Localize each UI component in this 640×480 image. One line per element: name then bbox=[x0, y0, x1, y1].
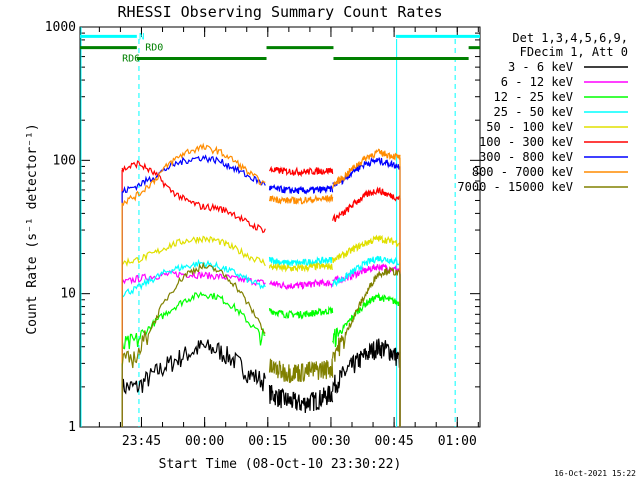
y-tick-label: 1000 bbox=[45, 20, 76, 35]
y-tick-label: 1 bbox=[68, 420, 76, 435]
legend-label: 100 - 300 keV bbox=[479, 135, 573, 149]
legend-label: 6 - 12 keV bbox=[501, 75, 573, 89]
legend-label: 300 - 800 keV bbox=[479, 150, 573, 164]
x-tick-label: 23:45 bbox=[122, 434, 161, 449]
x-tick-label: 00:45 bbox=[375, 434, 414, 449]
series-line bbox=[121, 255, 401, 427]
chart-title: RHESSI Observing Summary Count Rates bbox=[117, 3, 442, 21]
series-line bbox=[121, 263, 401, 427]
series-line bbox=[121, 291, 401, 427]
series-line bbox=[121, 154, 401, 427]
legend-label: 25 - 50 keV bbox=[494, 105, 573, 119]
series-line bbox=[121, 142, 401, 427]
legend-label: 800 - 7000 keV bbox=[472, 165, 573, 179]
series-line bbox=[121, 234, 401, 427]
x-tick-label: 01:00 bbox=[438, 434, 477, 449]
legend-label: 3 - 6 keV bbox=[508, 60, 573, 74]
plot-area: 1 10 100 1000 23:45 00:00 00:15 00:30 00:45 01:00… bbox=[45, 20, 481, 449]
legend-header-line-2: FDecim 1, Att 0 bbox=[520, 45, 628, 59]
y-axis-label: Count Rate (s⁻¹ detector⁻¹) bbox=[25, 123, 40, 334]
x-tick-label: 00:00 bbox=[185, 434, 224, 449]
legend-header-line-1: Det 1,3,4,5,6,9, bbox=[512, 31, 628, 45]
x-tick-label: 00:15 bbox=[248, 434, 287, 449]
legend-label: 7000 - 15000 keV bbox=[457, 180, 573, 194]
marker-label: RD0 bbox=[145, 43, 163, 54]
y-tick-label: 100 bbox=[53, 153, 76, 168]
series-line bbox=[121, 338, 401, 427]
x-axis-label: Start Time (08-Oct-10 23:30:22) bbox=[159, 457, 402, 472]
marker-label: N bbox=[139, 32, 144, 42]
x-tick-label: 00:30 bbox=[311, 434, 350, 449]
marker-label: RD6 bbox=[122, 54, 140, 65]
series-line bbox=[121, 261, 401, 427]
timestamp: 16-Oct-2021 15:22 bbox=[554, 469, 636, 478]
y-tick-label: 10 bbox=[60, 287, 76, 302]
plot-frame bbox=[79, 26, 481, 428]
legend-label: 12 - 25 keV bbox=[494, 90, 573, 104]
legend-label: 50 - 100 keV bbox=[486, 120, 573, 134]
series-line bbox=[121, 160, 401, 427]
